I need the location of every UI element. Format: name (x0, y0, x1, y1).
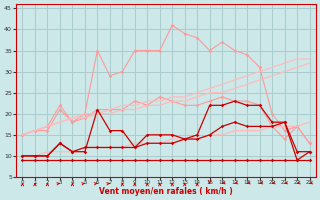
X-axis label: Vent moyen/en rafales ( km/h ): Vent moyen/en rafales ( km/h ) (99, 187, 233, 196)
